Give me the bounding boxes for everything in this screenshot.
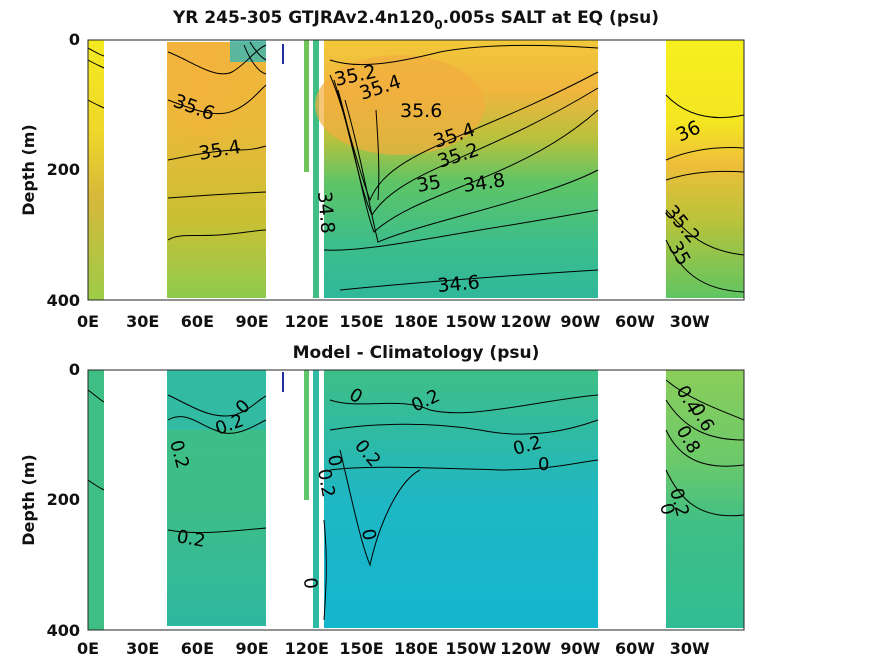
x-tick-label: 120W — [500, 312, 551, 331]
contour-label: 0 — [538, 454, 549, 475]
indonesia-strip-a — [304, 40, 309, 172]
contour-label: 0.2 — [175, 526, 207, 552]
salinity-panel-title: YR 245-305 GTJRAv2.4n1200.005s SALT at E… — [172, 8, 659, 32]
x-tick-label: 150W — [445, 312, 496, 331]
contour-label: 0 — [655, 501, 678, 517]
contour-label: 0 — [357, 527, 380, 542]
x-tick-label: 60E — [181, 639, 214, 656]
salinity-y-ticks: 0 200 400 — [47, 30, 80, 310]
y-tick-label: 0 — [69, 360, 80, 379]
indian-warm-core — [167, 42, 266, 192]
contour-label: 35 — [415, 171, 443, 197]
fresh-pool — [230, 40, 266, 62]
contour-label: 0.2 — [313, 467, 339, 499]
x-tick-label: 150W — [445, 639, 496, 656]
difference-axes-box — [87, 369, 745, 631]
atlantic-field — [666, 370, 744, 628]
x-tick-label: 60E — [181, 312, 214, 331]
x-tick-label: 180E — [394, 312, 438, 331]
x-tick-label: 120W — [500, 639, 551, 656]
contour-label: 0 — [299, 577, 321, 590]
x-tick-label: 150E — [339, 312, 383, 331]
x-tick-label: 30W — [670, 639, 710, 656]
x-tick-label: 0E — [77, 312, 99, 331]
pacific-field — [324, 370, 598, 628]
difference-y-axis-label: Depth (m) — [19, 454, 38, 546]
contour-label: 34.6 — [437, 271, 481, 297]
y-tick-label: 0 — [69, 30, 80, 49]
x-tick-label: 0E — [77, 639, 99, 656]
difference-contour-labels: 0.2 0.2 0 0.2 0 0.2 0.2 0 0.2 0 0 0.2 0 … — [165, 382, 718, 590]
difference-x-ticks: 0E 30E 60E 90E 120E 150E 180E 150W 120W 90W 60W 30W — [77, 639, 710, 658]
y-tick-label: 200 — [47, 160, 80, 179]
difference-y-ticks: 0 200 400 — [47, 360, 80, 640]
y-tick-label: 200 — [47, 490, 80, 509]
x-tick-label: 60W — [615, 312, 655, 331]
contour-label: 34.8 — [313, 191, 339, 235]
salinity-contours — [87, 41, 745, 293]
x-tick-label: 60W — [615, 639, 655, 656]
salinity-panel: YR 245-305 GTJRAv2.4n1200.005s SALT at E… — [19, 8, 745, 331]
contour-label: 35.6 — [400, 100, 442, 122]
atlantic-field — [666, 40, 744, 298]
west-field — [88, 370, 104, 630]
x-tick-label: 90E — [235, 312, 268, 331]
x-tick-label: 30E — [126, 639, 159, 656]
salinity-x-ticks: 0E 30E 60E 90E 120E 150E 180E 150W 120W 90W 60W 30W — [77, 312, 710, 331]
salinity-axes-box — [87, 39, 745, 301]
indonesia-strip-b — [313, 40, 319, 298]
difference-panel-title: Model - Climatology (psu) — [293, 343, 540, 363]
x-tick-label: 90E — [235, 639, 268, 656]
blue-marker — [282, 44, 284, 64]
y-tick-label: 400 — [47, 291, 80, 310]
x-tick-label: 150E — [339, 639, 383, 656]
difference-panel: Model - Climatology (psu) 0.2 0. — [19, 343, 745, 658]
indonesia-strip-a — [304, 370, 309, 500]
x-tick-label: 30E — [126, 312, 159, 331]
blue-marker — [282, 372, 284, 392]
x-tick-label: 120E — [285, 639, 329, 656]
indonesia-strip-b — [313, 370, 319, 628]
indian-cool-patch — [167, 370, 266, 430]
x-tick-label: 90W — [560, 312, 600, 331]
x-tick-label: 30W — [670, 312, 710, 331]
salinity-y-axis-label: Depth (m) — [19, 124, 38, 216]
y-tick-label: 400 — [47, 621, 80, 640]
west-field — [88, 40, 104, 300]
pacific-warm-core — [315, 55, 485, 155]
x-tick-label: 180E — [394, 639, 438, 656]
x-tick-label: 90W — [560, 639, 600, 656]
contour-label: 0 — [323, 453, 346, 468]
difference-contours — [87, 379, 745, 621]
x-tick-label: 120E — [285, 312, 329, 331]
